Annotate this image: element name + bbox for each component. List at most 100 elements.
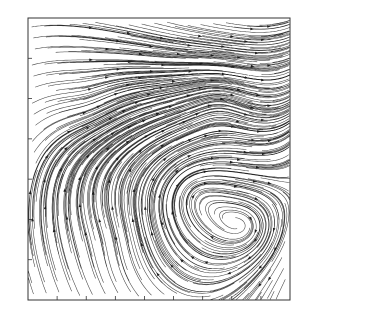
flow-arrow: [91, 190, 95, 195]
streamline-149: [93, 137, 136, 245]
streamline-325: [179, 175, 241, 243]
streamline-385: [238, 159, 291, 166]
streamline-421: [259, 57, 290, 64]
streamline-358: [226, 98, 290, 109]
streamline-155: [117, 36, 235, 53]
flow-arrow: [116, 39, 121, 43]
streamline-335: [212, 88, 290, 99]
flow-arrow: [159, 86, 164, 90]
streamline-86: [54, 159, 71, 281]
flow-arrow: [187, 44, 192, 47]
streamline-284: [141, 169, 176, 283]
streamline-343: [211, 192, 270, 263]
streamline-346: [195, 191, 269, 231]
streamline-182: [129, 84, 245, 102]
streamline-140: [107, 90, 220, 126]
streamline-428: [262, 141, 290, 151]
streamline-172: [106, 143, 140, 255]
flow-arrow: [257, 130, 262, 133]
flow-arrow: [267, 64, 272, 67]
flow-arrow: [261, 152, 266, 156]
flow-arrow: [229, 160, 234, 164]
flow-arrow: [267, 276, 272, 281]
streamline-205: [138, 94, 253, 117]
flow-arrow: [132, 188, 135, 193]
flow-arrow: [220, 97, 225, 101]
streamline-392: [172, 179, 236, 259]
streamline-451: [271, 160, 290, 167]
flow-arrow: [156, 272, 160, 277]
flow-arrow: [86, 154, 90, 159]
streamline-217: [123, 153, 148, 270]
streamline-322: [200, 195, 266, 257]
streamline-175: [91, 171, 119, 293]
flow-arrow: [171, 80, 176, 83]
flow-arrow: [122, 109, 127, 113]
flow-arrow: [221, 45, 226, 48]
streamline-380: [234, 103, 290, 111]
streamline-416: [223, 281, 248, 300]
flow-arrow: [144, 134, 149, 138]
streamline-373: [210, 294, 224, 300]
streamline-49: [55, 74, 173, 91]
streamline-61: [52, 134, 96, 244]
streamline-20: [28, 270, 33, 284]
streamline-449: [273, 131, 289, 139]
flow-arrow: [162, 157, 167, 162]
streamline-173: [104, 149, 130, 266]
flow-arrow: [244, 40, 249, 43]
streamline-434: [178, 196, 259, 253]
streamline-370: [173, 172, 223, 258]
streamline-328: [150, 180, 201, 281]
flow-arrow: [160, 36, 165, 39]
streamline-455: [192, 214, 275, 286]
streamline-271: [177, 101, 290, 114]
streamline-299: [190, 181, 283, 227]
flow-arrow: [252, 179, 258, 183]
streamline-40: [40, 140, 72, 256]
streamline-230: [151, 123, 264, 154]
streamline-440: [272, 20, 289, 25]
flow-arrow: [230, 93, 235, 96]
flow-arrow: [110, 132, 115, 136]
flow-arrow: [89, 26, 94, 29]
flow-arrow: [198, 86, 203, 90]
plot-frame: [27, 17, 291, 301]
streamline-65: [40, 169, 60, 293]
flow-arrow: [106, 146, 110, 151]
streamline-253: [166, 140, 280, 165]
streamline-247: [165, 80, 283, 89]
flow-arrow: [187, 155, 192, 158]
streamline-379: [237, 86, 290, 93]
streamline-265: [176, 37, 290, 48]
streamline-178: [127, 51, 245, 63]
flow-arrow: [247, 256, 252, 260]
streamline-409: [238, 189, 280, 283]
streamline-118: [94, 88, 207, 127]
streamline-119: [91, 96, 201, 143]
flow-arrow: [43, 205, 47, 210]
streamline-443: [272, 57, 290, 63]
streamline-31: [45, 93, 154, 141]
streamline-437: [221, 270, 259, 300]
flow-arrow: [254, 197, 259, 201]
flow-arrow: [244, 113, 249, 116]
flow-arrow: [256, 93, 261, 97]
streamline-401: [250, 83, 290, 89]
streamline-310: [199, 51, 289, 58]
streamline-431: [243, 188, 285, 289]
flow-arrow: [138, 149, 143, 153]
streamline-104: [76, 129, 131, 231]
streamline-128: [80, 143, 113, 257]
streamline-452: [273, 176, 289, 178]
streamline-191: [128, 129, 200, 216]
streamline-371: [162, 183, 225, 269]
flow-arrow: [254, 229, 258, 234]
flow-arrow: [236, 88, 241, 91]
streamline-397: [248, 32, 289, 38]
streamline-427: [260, 130, 290, 140]
streamline-468: [267, 268, 284, 299]
flow-arrow: [233, 185, 238, 188]
flow-arrow: [64, 146, 68, 151]
